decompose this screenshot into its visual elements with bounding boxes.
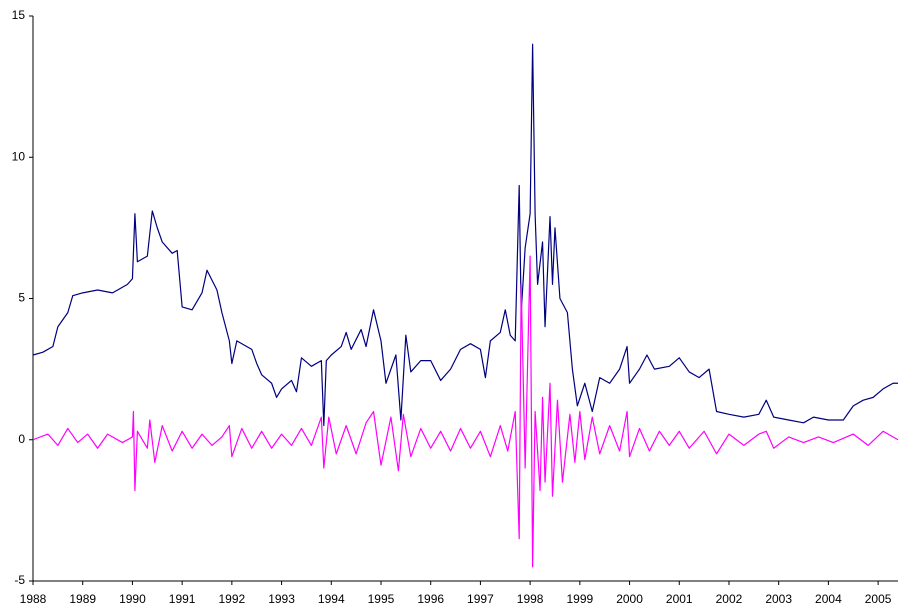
x-tick-label: 2003 [765, 592, 792, 606]
x-tick-label: 2005 [865, 592, 892, 606]
y-tick-label: 10 [12, 149, 26, 163]
x-tick-label: 1993 [268, 592, 295, 606]
x-tick-label: 1999 [566, 592, 593, 606]
x-tick-label: 1991 [169, 592, 196, 606]
x-tick-label: 1990 [119, 592, 146, 606]
x-tick-label: 2004 [815, 592, 842, 606]
x-tick-label: 1997 [467, 592, 494, 606]
series-line [32, 255, 899, 568]
y-tick-label: -5 [14, 573, 25, 587]
x-tick-label: 1996 [417, 592, 444, 606]
x-tick-label: 1992 [218, 592, 245, 606]
y-tick-label: 5 [18, 291, 25, 305]
x-tick-label: 2000 [616, 592, 643, 606]
y-tick-label: 15 [12, 8, 26, 22]
x-tick-label: 2001 [666, 592, 693, 606]
x-tick-label: 1998 [517, 592, 544, 606]
x-tick-label: 1989 [69, 592, 96, 606]
y-tick-label: 0 [18, 432, 25, 446]
x-tick-label: 1994 [318, 592, 345, 606]
x-tick-label: 1988 [20, 592, 47, 606]
x-tick-label: 2002 [716, 592, 743, 606]
x-tick-label: 1995 [368, 592, 395, 606]
series-line [32, 43, 898, 427]
